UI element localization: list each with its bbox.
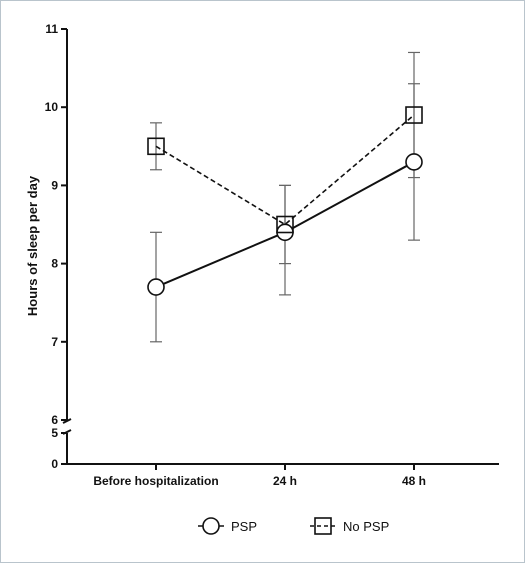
axes: 6 7 8 9 10 11 0 5 Before hospitalization 24 h 48 h: [45, 22, 499, 488]
data-point-no-psp: [405, 106, 423, 124]
data-point-no-psp: [276, 215, 294, 234]
legend-marker-square: [314, 517, 332, 535]
data-point-no-psp: [147, 137, 165, 156]
data-point-psp: [147, 278, 165, 296]
legend: PSP No PSP: [198, 517, 389, 535]
legend-item-no-psp: No PSP: [310, 517, 389, 535]
legend-label: No PSP: [343, 519, 389, 534]
legend-item-psp: PSP: [198, 517, 257, 535]
y-tick-label: 7: [51, 335, 58, 349]
y-tick-label: 0: [51, 457, 58, 471]
data-point-psp: [405, 153, 423, 171]
legend-label: PSP: [231, 519, 257, 534]
legend-marker-circle: [202, 517, 220, 535]
y-tick-label: 10: [45, 100, 59, 114]
series-line-no-psp: [155, 114, 415, 226]
y-tick-label: 8: [51, 257, 58, 271]
series-markers: [147, 106, 423, 296]
y-tick-label: 5: [51, 426, 58, 440]
y-tick-label: 9: [51, 178, 58, 192]
error-bars: [150, 51, 420, 343]
x-tick-label: Before hospitalization: [93, 474, 218, 488]
y-tick-label: 6: [51, 413, 58, 427]
x-tick-label: 24 h: [273, 474, 297, 488]
x-tick-label: 48 h: [402, 474, 426, 488]
y-axis-title: Hours of sleep per day: [25, 175, 40, 316]
y-tick-label: 11: [45, 22, 58, 36]
